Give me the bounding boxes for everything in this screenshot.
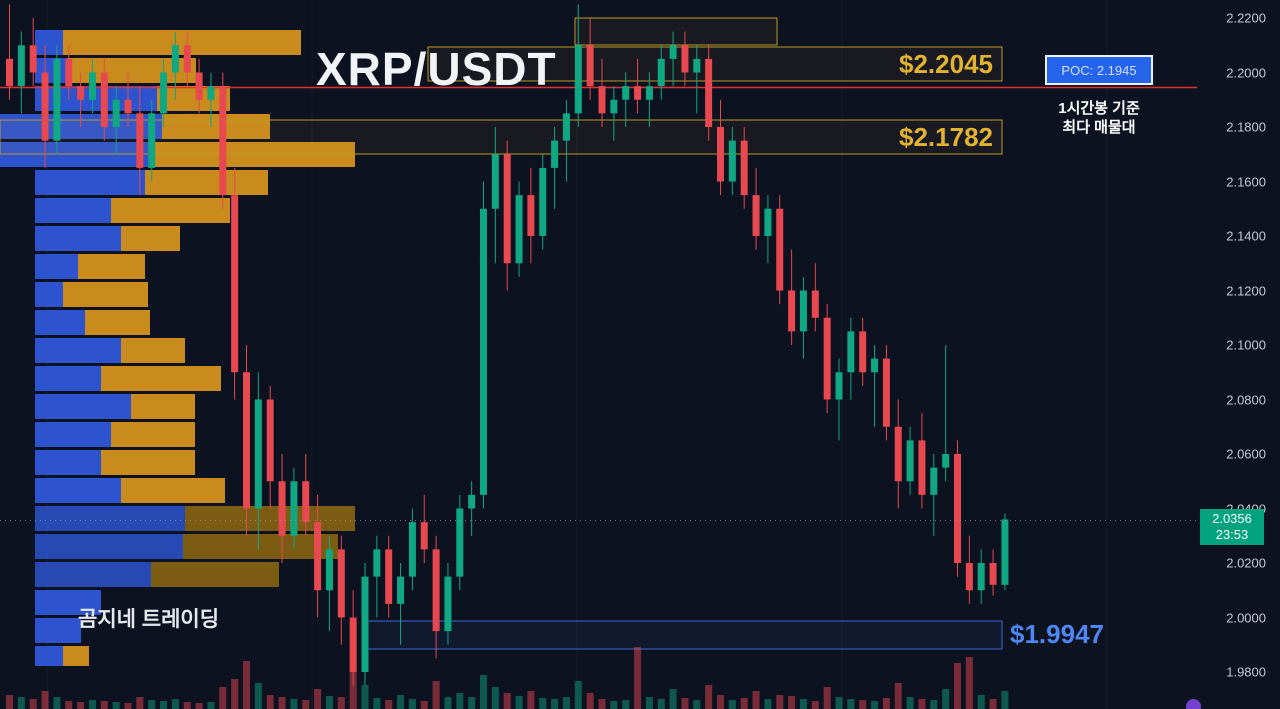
price-axis-label: 2.0800 (1226, 392, 1266, 407)
price-axis-label: 1.9800 (1226, 664, 1266, 680)
symbol-title: XRP/USDT (316, 43, 557, 95)
candle-countdown: 23:53 (1215, 527, 1249, 542)
supply-demand-zones (0, 17, 1003, 650)
poc-badge: POC: 2.1945 (1045, 55, 1153, 85)
zone-price-label-middle: $2.1782 (899, 122, 993, 152)
volume-profile (0, 30, 355, 666)
price-axis-label: 2.0600 (1226, 446, 1266, 462)
candles (6, 4, 1009, 686)
price-axis-label: 2.1800 (1226, 119, 1266, 135)
current-price-value: 2.0356 (1212, 511, 1252, 526)
volume-bars (6, 647, 1009, 709)
current-price-tag: 2.0356 23:53 (1200, 509, 1264, 545)
corner-logo-icon (1186, 699, 1201, 709)
price-axis-label: 2.2000 (1226, 65, 1266, 80)
poc-note-line1: 1시간봉 기준 (1058, 100, 1140, 117)
poc-annotation-note: 1시간봉 기준 최다 매물대 (1028, 99, 1170, 137)
channel-watermark: 곰지네 트레이딩 (78, 608, 220, 631)
zone-price-label-upper: $2.2045 (899, 49, 993, 79)
poc-note-line2: 최다 매물대 (1062, 119, 1136, 136)
price-axis-label: 2.2200 (1226, 10, 1266, 26)
price-axis-label: 2.1600 (1226, 174, 1266, 189)
zone-price-label-lower: $1.9947 (1010, 619, 1104, 649)
price-axis-label: 2.1400 (1226, 228, 1266, 244)
price-axis-label: 2.1200 (1226, 283, 1266, 298)
price-axis-label: 2.0000 (1226, 610, 1266, 625)
price-axis-label: 2.0200 (1226, 555, 1266, 571)
poc-badge-text: POC: 2.1945 (1061, 62, 1137, 78)
price-axis-label: 2.1000 (1226, 337, 1266, 353)
